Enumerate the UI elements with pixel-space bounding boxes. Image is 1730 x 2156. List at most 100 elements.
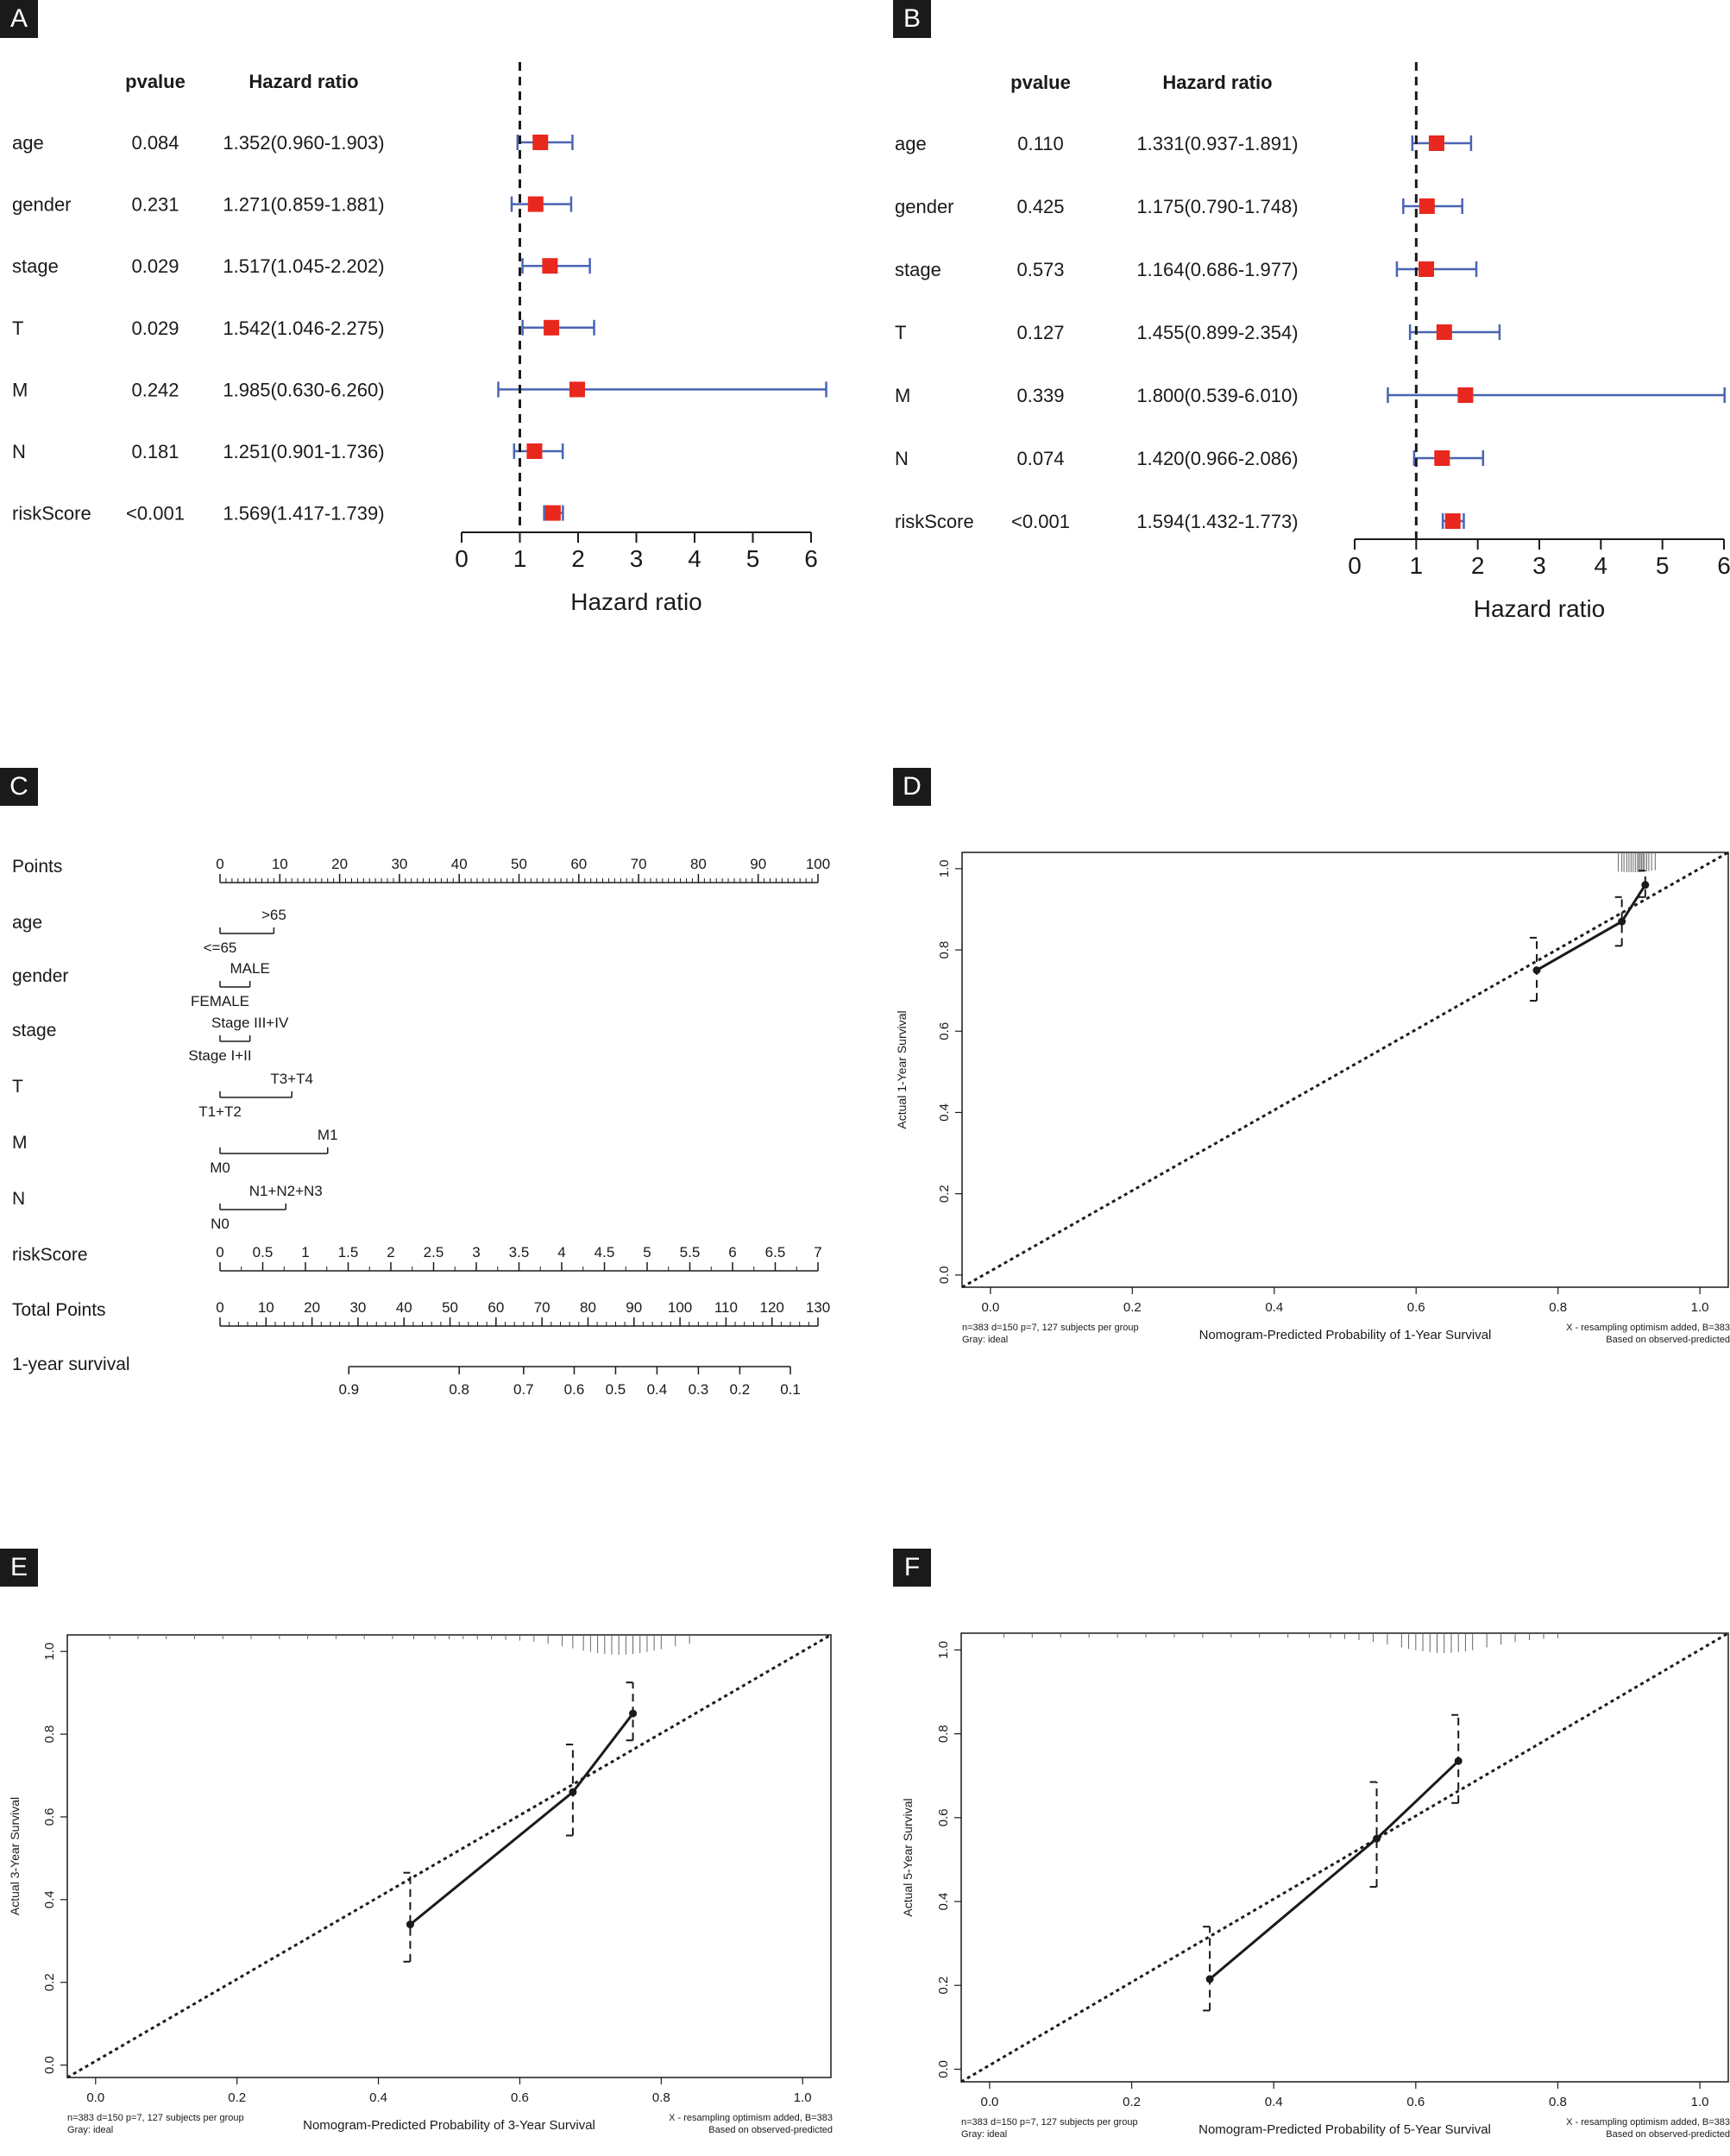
nomogram-row-label: 1-year survival [12,1355,130,1374]
x-tick-label: 0.0 [981,1300,999,1315]
row-hr-text: 1.455(0.899-2.354) [1136,322,1298,343]
nomogram-tick-label: 6 [728,1244,736,1260]
row-hr-text: 1.331(0.937-1.891) [1136,133,1298,154]
panel-d: D 0.0 0.2 0.4 0.6 0.8 1.0 0.0 0.2 0.4 0.6 0.8 1.0 Ac… [893,768,1730,1432]
nomogram-tick-label: 2.5 [424,1244,444,1260]
row-label: stage [12,255,59,277]
row-hr-text: 1.420(0.966-2.086) [1136,448,1298,469]
nomogram-tick-label: 80 [690,856,707,872]
calibration-plot-f: 0.0 0.2 0.4 0.6 0.8 1.0 0.0 0.2 0.4 0.6 0.8 1.0 Actu… [901,1631,1730,2140]
nomogram-level-label: T3+T4 [270,1071,313,1087]
x-tick-label: 0.2 [1123,1300,1142,1315]
y-tick-label: 0.2 [937,1185,952,1203]
survival-tick-label: 0.2 [730,1381,751,1398]
observed-point [406,1920,414,1929]
row-pvalue: 0.074 [1016,448,1064,469]
observed-curve [1209,1760,1460,1981]
forest-plot-a: pvalue Hazard ratio age 0.084 1.352(0.960-1.… [12,62,827,615]
hr-marker [544,319,560,336]
survival-tick-label: 0.8 [449,1381,469,1398]
calibration-plot-e: 0.0 0.2 0.4 0.6 0.8 1.0 0.0 0.2 0.4 0.6 0.8 1.0 Actu… [8,1633,833,2135]
nomogram-tick-label: 50 [442,1299,458,1316]
x-tick-label: 0 [1348,552,1362,579]
nomogram-tick-label: 40 [396,1299,412,1316]
row-pvalue: 0.127 [1016,322,1064,343]
y-tick-label: 0.8 [936,1725,951,1743]
row-pvalue: 0.339 [1016,385,1064,406]
y-tick-label: 1.0 [937,859,952,877]
hazard-ratio-header: Hazard ratio [248,71,358,92]
nomogram-level-label: N1+N2+N3 [249,1183,323,1199]
y-tick-label: 0.0 [937,1266,952,1284]
y-axis-title: Actual 3-Year Survival [8,1797,22,1915]
nomogram-level-label: M0 [210,1160,230,1176]
nomogram-tick-label: 7 [814,1244,821,1260]
nomogram-row-label: Total Points [12,1300,106,1320]
panel-e: E 0.0 0.2 0.4 0.6 0.8 1.0 0.0 0.2 0.4 0.6 0.8 1.0 Ac… [0,1549,833,2156]
row-label: M [895,385,910,406]
row-label: gender [895,196,954,217]
panel-a-label: A [0,0,38,38]
nomogram-level-label: <=65 [204,940,237,956]
x-tick-label: 0.6 [1407,1300,1425,1315]
y-tick-label: 0.2 [42,1973,57,1991]
y-tick-label: 0.8 [937,941,952,959]
x-axis-title: Nomogram-Predicted Probability of 5-Year… [1198,2122,1491,2137]
ideal-line [66,1633,832,2079]
calibration-plot-d: 0.0 0.2 0.4 0.6 0.8 1.0 0.0 0.2 0.4 0.6 0.8 1.0 Actu… [895,851,1730,1345]
y-axis-title: Actual 5-Year Survival [901,1798,915,1916]
row-hr-text: 1.352(0.960-1.903) [223,132,384,154]
nomogram-tick-label: 4 [557,1244,565,1260]
nomogram-tick-label: 4.5 [594,1244,615,1260]
row-hr-text: 1.251(0.901-1.736) [223,441,384,462]
x-tick-label: 4 [688,545,701,572]
nomogram-level-label: FEMALE [191,993,249,1009]
panel-f-label: F [893,1549,931,1587]
x-tick-label: 0.8 [1549,1300,1567,1315]
note-right: Based on observed-predicted [708,2125,833,2135]
hr-marker [1444,513,1461,529]
nomogram-tick-label: 20 [304,1299,320,1316]
nomogram-tick-label: 5.5 [680,1244,701,1260]
x-tick-label: 3 [630,545,644,572]
note-left: Gray: ideal [961,2129,1007,2140]
x-tick-label: 0 [455,545,469,572]
hr-marker [527,196,544,212]
nomogram-tick-label: 70 [631,856,647,872]
nomogram-row-label: age [12,913,42,933]
hr-marker [1419,198,1435,214]
x-tick-label: 3 [1532,552,1546,579]
forest-plot-b: pvalue Hazard ratio age 0.110 1.331(0.937-1.… [895,62,1730,622]
nomogram-level-label: T1+T2 [198,1103,242,1120]
y-tick-label: 1.0 [42,1643,57,1661]
nomogram-tick-label: 0.5 [253,1244,274,1260]
panel-f: F 0.0 0.2 0.4 0.6 0.8 1.0 0.0 0.2 0.4 0.6 0.8 1.0 Ac… [893,1549,1730,2156]
row-hr-text: 1.517(1.045-2.202) [223,255,384,277]
observed-point [1373,1834,1381,1843]
x-tick-label: 0.4 [1265,2095,1283,2109]
row-label: N [895,448,909,469]
observed-point [1205,1975,1214,1983]
observed-point [1532,966,1541,975]
nomogram-tick-label: 3 [472,1244,480,1260]
x-tick-label: 0.6 [1406,2095,1425,2109]
nomogram-tick-label: 120 [760,1299,784,1316]
nomogram-tick-label: 90 [626,1299,642,1316]
note-left: Gray: ideal [67,2125,113,2135]
nomogram-row-label: M [12,1133,28,1153]
x-tick-label: 1 [1410,552,1424,579]
ideal-line [961,851,1729,1289]
panel-d-label: D [893,768,931,806]
hazard-ratio-header: Hazard ratio [1162,72,1272,93]
x-tick-label: 0.0 [980,2095,998,2109]
note-left: n=383 d=150 p=7, 127 subjects per group [961,2117,1138,2128]
hr-marker [526,443,543,459]
nomogram-tick-label: 10 [258,1299,274,1316]
pvalue-header: pvalue [1010,72,1071,93]
note-right: Based on observed-predicted [1606,1335,1730,1345]
note-right: Based on observed-predicted [1606,2129,1730,2140]
observed-point [1454,1757,1463,1765]
nomogram-row-label: gender [12,966,68,986]
row-label: riskScore [895,511,974,532]
nomogram-tick-label: 100 [806,856,830,872]
